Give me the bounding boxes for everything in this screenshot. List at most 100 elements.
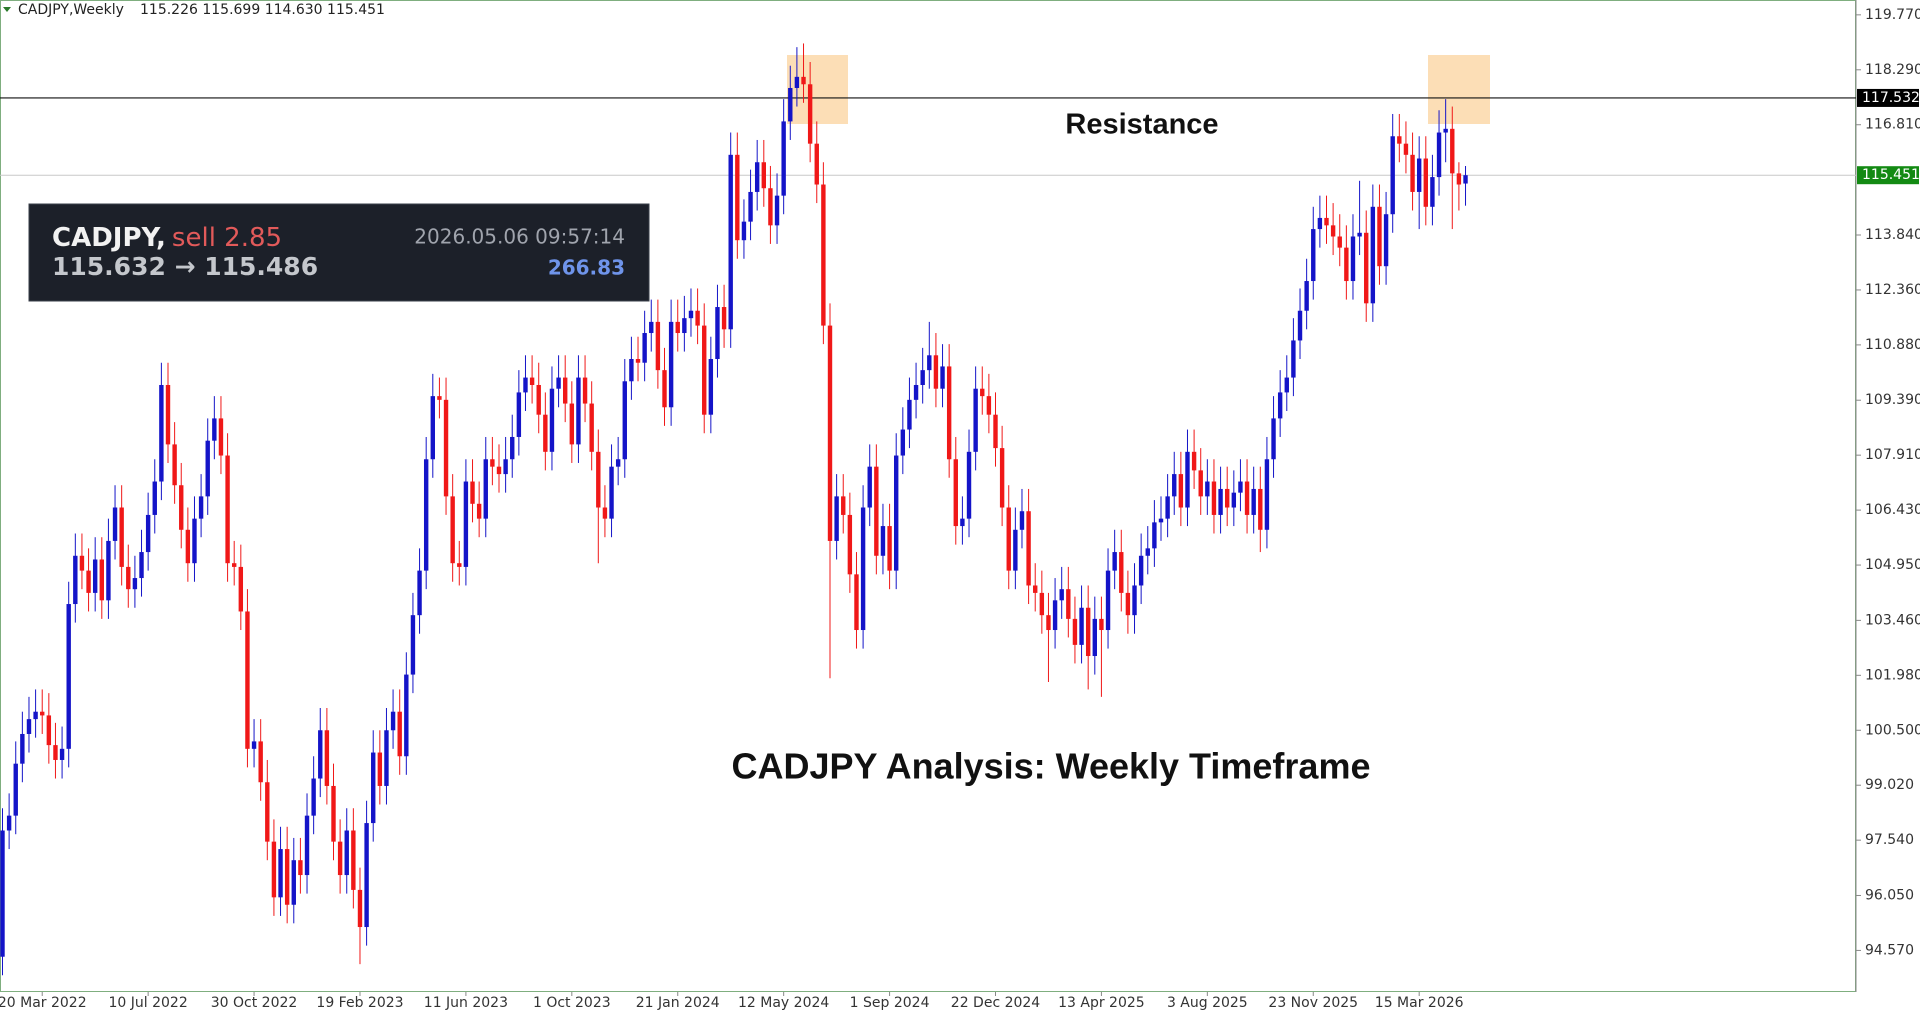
candle-body — [238, 566, 244, 612]
y-tick-label: 119.770 — [1865, 7, 1920, 23]
candle-body — [589, 403, 594, 452]
candle-body — [152, 481, 157, 515]
resistance-price-box — [1857, 88, 1919, 107]
candle-body — [73, 555, 78, 605]
candle-body — [1191, 451, 1197, 471]
candle-body — [913, 384, 919, 400]
candle-body — [139, 552, 144, 579]
candle-body — [1138, 555, 1144, 586]
candle-body — [1066, 589, 1071, 619]
y-tick-label: 94.570 — [1865, 942, 1914, 958]
candle-body — [165, 384, 171, 445]
candle-body — [549, 388, 555, 452]
panel-symbol: CADJPY, sell 2.85 — [52, 223, 282, 253]
candle-body — [397, 711, 402, 757]
candle-body — [304, 815, 310, 876]
candle-body — [675, 321, 680, 334]
candle-body — [1304, 281, 1309, 311]
candle-body — [1132, 585, 1137, 616]
candle-body — [106, 540, 111, 601]
candle-body — [159, 384, 164, 482]
candle-body — [1344, 247, 1349, 282]
y-tick-label: 116.810 — [1865, 117, 1920, 133]
last-price-box — [1857, 166, 1919, 185]
candle-body — [457, 563, 462, 567]
candle-body — [1297, 310, 1303, 341]
candle-body — [662, 370, 667, 408]
candle-body — [172, 444, 177, 486]
candle-body — [986, 396, 992, 415]
candle-body — [430, 396, 435, 460]
candle-body — [251, 741, 257, 749]
panel-time: 2026.05.06 09:57:14 — [414, 225, 625, 249]
candle-body — [258, 741, 263, 783]
candle-body — [490, 459, 495, 467]
candle-body — [735, 154, 740, 241]
candle-body — [1019, 511, 1025, 530]
candle-body — [1450, 128, 1455, 174]
candle-body — [92, 559, 98, 593]
candle-body — [609, 466, 614, 519]
candle-body — [841, 496, 846, 515]
x-tick-label: 22 Dec 2024 — [951, 995, 1041, 1011]
candle-body — [1119, 552, 1124, 593]
x-tick-label: 1 Oct 2023 — [533, 995, 611, 1011]
candle-body — [6, 815, 12, 831]
y-tick-label: 106.430 — [1865, 502, 1920, 518]
candle-body — [324, 730, 330, 786]
candle-body — [198, 496, 204, 519]
candle-body — [867, 466, 872, 508]
candle-body — [205, 440, 210, 497]
candle-body — [503, 459, 508, 475]
candle-body — [529, 377, 535, 385]
candle-body — [741, 221, 747, 241]
candle-body — [79, 555, 85, 571]
resistance-price-label: 117.532 — [1862, 90, 1920, 106]
candle-body — [874, 466, 879, 556]
candle-body — [1039, 592, 1045, 616]
candle-body — [1079, 607, 1084, 645]
chart-title: CADJPY Analysis: Weekly Timeframe — [732, 746, 1371, 787]
candle-body — [13, 763, 18, 816]
candle-body — [337, 841, 343, 876]
candle-body — [1059, 589, 1064, 601]
candle-body — [821, 184, 826, 326]
candle-body — [635, 359, 641, 363]
y-tick-label: 97.540 — [1865, 832, 1914, 848]
candle-body — [126, 566, 131, 590]
candle-body — [1258, 488, 1263, 530]
candle-body — [953, 459, 958, 527]
candle-body — [86, 570, 91, 593]
candle-body — [993, 414, 998, 449]
candle-body — [1205, 481, 1210, 497]
symbol-label: CADJPY,Weekly — [18, 2, 124, 18]
candle-body — [1185, 451, 1190, 508]
candle-body — [1357, 232, 1362, 237]
candle-body — [1271, 418, 1276, 460]
candle-body — [192, 518, 197, 564]
x-tick-label: 23 Nov 2025 — [1268, 995, 1358, 1011]
candle-body — [966, 451, 972, 519]
candle-body — [887, 526, 892, 571]
candle-body — [1277, 392, 1283, 419]
candle-body — [655, 321, 661, 371]
candle-body — [814, 143, 819, 185]
candle-body — [649, 321, 654, 334]
candle-body — [1456, 173, 1462, 185]
candle-body — [1377, 206, 1382, 267]
candle-body — [298, 860, 303, 876]
candle-body — [443, 399, 449, 497]
candle-body — [1178, 474, 1184, 508]
candle-body — [596, 451, 601, 508]
candle-body — [980, 388, 985, 397]
candle-body — [788, 87, 793, 122]
candle-body — [556, 377, 561, 389]
panel-prices: 115.632 → 115.486 — [52, 252, 318, 281]
candle-body — [860, 507, 866, 631]
candle-body — [927, 355, 932, 371]
candle-body — [1085, 607, 1091, 657]
candle-body — [218, 418, 224, 456]
candle-body — [1092, 618, 1097, 657]
candles — [0, 43, 1468, 976]
candle-body — [781, 121, 786, 196]
